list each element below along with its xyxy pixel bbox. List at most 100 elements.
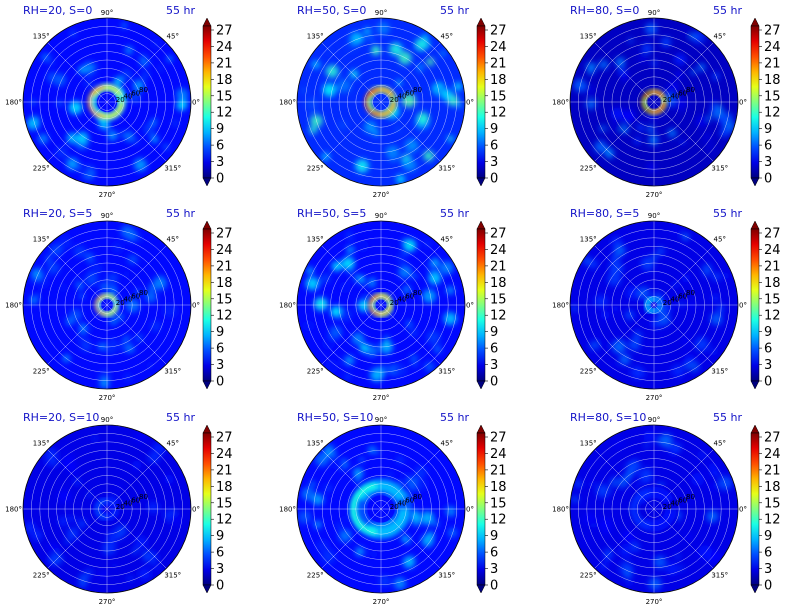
intensity-blob: [370, 550, 378, 558]
intensity-blob: [350, 70, 359, 79]
colorbar-tick-label: 27: [490, 431, 507, 446]
colorbar-tick-label: 24: [490, 40, 507, 55]
radial-tick-label: 80: [413, 493, 422, 501]
intensity-blob: [696, 296, 703, 303]
intensity-blob: [135, 545, 142, 551]
intensity-blob: [710, 100, 716, 105]
angular-tick-label: 315°: [164, 164, 181, 172]
grid-spoke: [380, 245, 441, 306]
radial-tick-label: 40: [671, 296, 680, 304]
intensity-blob: [693, 358, 703, 367]
intensity-blob: [443, 312, 457, 326]
colorbar-tick-label: 12: [490, 513, 507, 528]
panel-time: 55 hr: [440, 4, 469, 17]
angular-tick-label: 180°: [279, 506, 296, 514]
intensity-blob: [643, 430, 656, 442]
intensity-blob: [363, 27, 371, 35]
colorbar-tick-label: 18: [216, 276, 233, 291]
intensity-blob: [49, 244, 63, 257]
panel-title: RH=80, S=0: [570, 4, 639, 17]
radial-tick-label: 40: [671, 93, 680, 101]
intensity-blob: [99, 569, 108, 579]
intensity-blob: [644, 22, 658, 36]
intensity-blob: [699, 451, 707, 459]
intensity-blob: [61, 445, 68, 452]
intensity-blob: [350, 31, 363, 45]
intensity-blob: [321, 336, 336, 350]
intensity-blob: [133, 79, 145, 92]
radial-tick-label: 60: [678, 496, 687, 504]
intensity-blob: [701, 133, 707, 138]
intensity-blob: [176, 100, 187, 111]
intensity-blob: [389, 153, 399, 163]
intensity-blob: [638, 54, 647, 63]
intensity-blob: [24, 522, 36, 534]
colorbar-tick-label: 15: [216, 496, 233, 511]
grid-spoke: [653, 245, 714, 306]
intensity-blob: [152, 442, 166, 456]
colorbar-extend-max: [202, 220, 212, 230]
intensity-blob: [73, 245, 86, 258]
intensity-blob: [49, 60, 55, 65]
intensity-blob: [414, 38, 428, 52]
intensity-blob: [55, 146, 68, 159]
angular-tick-label: 135°: [33, 33, 50, 41]
intensity-blob: [85, 252, 94, 262]
colorbar-tick-label: 9: [490, 529, 498, 544]
grid-spoke: [47, 304, 108, 365]
colorbar-tick-label: 6: [216, 139, 224, 154]
intensity-blob: [370, 368, 384, 382]
colorbar-tick-label: 18: [490, 73, 507, 88]
angular-tick-label: 45°: [167, 33, 179, 41]
intensity-blob: [65, 538, 71, 545]
colorbar-tick-label: 27: [490, 227, 507, 242]
intensity-blob: [315, 453, 329, 467]
intensity-blob: [141, 70, 150, 80]
intensity-blob: [615, 57, 626, 68]
angular-tick-label: 90°: [101, 212, 113, 220]
angular-tick-label: 90°: [101, 416, 113, 424]
polar-panel: 204060800°45°90°135°180°225°270°315°RH=2…: [5, 4, 232, 199]
angular-tick-label: 90°: [375, 212, 387, 220]
intensity-blob: [375, 450, 380, 455]
colorbar-tick-label: 27: [764, 431, 781, 446]
colorbar-tick-label: 3: [216, 562, 224, 577]
intensity-blob: [127, 575, 134, 582]
colorbar-tick-label: 0: [764, 172, 772, 187]
colorbar-extend-max: [476, 17, 486, 27]
intensity-blob: [620, 125, 629, 134]
intensity-blob: [30, 100, 36, 105]
colorbar-tick-label: 12: [216, 106, 233, 121]
radial-tick-label: 60: [131, 89, 140, 97]
colorbar-tick-label: 15: [764, 496, 781, 511]
colorbar-tick-label: 24: [764, 243, 781, 258]
colorbar-tick-label: 6: [490, 546, 498, 561]
radial-tick-label: 60: [678, 89, 687, 97]
intensity-blob: [440, 51, 446, 56]
panel-title: RH=50, S=0: [297, 4, 366, 17]
intensity-blob: [26, 117, 40, 130]
colorbar-tick-label: 0: [490, 172, 498, 187]
colorbar-extend-min: [476, 177, 486, 187]
intensity-blob: [695, 115, 709, 128]
intensity-blob: [625, 286, 640, 300]
colorbar-extend-min: [476, 584, 486, 594]
grid-spoke: [380, 508, 441, 569]
intensity-blob: [426, 58, 435, 66]
intensity-blob: [711, 348, 716, 353]
colorbar-tick-label: 15: [490, 292, 507, 307]
intensity-blob: [151, 135, 159, 143]
intensity-blob: [431, 258, 439, 266]
colorbar-tick-label: 0: [490, 579, 498, 594]
colorbar-tick-label: 12: [764, 309, 781, 324]
intensity-blob: [69, 308, 82, 322]
polar-frame: [296, 424, 466, 594]
colorbar-tick-label: 27: [216, 431, 233, 446]
colorbar-tick-label: 21: [764, 463, 781, 478]
colorbar-gradient: [750, 228, 760, 382]
radial-tick-label: 80: [686, 86, 695, 94]
angular-tick-label: 0°: [192, 302, 200, 310]
colorbar-tick-label: 12: [764, 513, 781, 528]
angular-tick-label: 225°: [33, 367, 50, 375]
